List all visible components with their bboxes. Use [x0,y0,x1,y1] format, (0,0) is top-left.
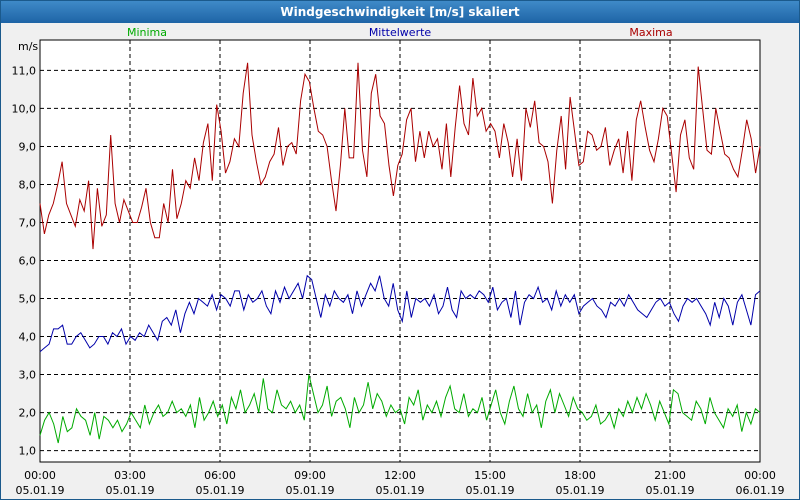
series-line-mittelwerte [39,274,761,353]
legend-maxima: Maxima [629,26,672,39]
x-tick-date: 05.01.19 [646,484,695,497]
y-axis: 1,0 2,0 3,0 4,0 5,0 6,0 7,0 8,0 9,0 10,0 11,0 [12,64,37,457]
y-tick-label: 6,0 [19,255,37,268]
x-tick-time: 00:00 [744,469,776,482]
x-tick-date: 05.01.19 [196,484,245,497]
y-tick-label: 10,0 [12,102,37,115]
legend-mittelwerte: Mittelwerte [369,26,432,39]
x-tick-time: 15:00 [474,469,506,482]
y-tick-label: 2,0 [19,407,37,420]
y-tick-label: 5,0 [19,293,37,306]
x-tick-time: 12:00 [384,469,416,482]
y-tick-label: 4,0 [19,331,37,344]
x-tick-date: 06.01.19 [736,484,785,497]
x-tick-time: 00:00 [24,469,56,482]
x-tick-date: 05.01.19 [376,484,425,497]
y-axis-unit: m/s [18,40,38,53]
x-tick-date: 05.01.19 [16,484,65,497]
y-tick-label: 9,0 [19,140,37,153]
series-line-minima [39,374,761,444]
y-tick-label: 7,0 [19,216,37,229]
y-tick-label: 3,0 [19,369,37,382]
x-tick-date: 05.01.19 [286,484,335,497]
x-tick-time: 21:00 [654,469,686,482]
x-tick-time: 06:00 [204,469,236,482]
x-tick-time: 18:00 [564,469,596,482]
series-lines [39,62,761,444]
window-title: Windgeschwindigkeit [m/s] skaliert [1,1,799,23]
y-tick-label: 8,0 [19,178,37,191]
x-tick-time: 03:00 [114,469,146,482]
x-tick-date: 05.01.19 [556,484,605,497]
x-tick-time: 09:00 [294,469,326,482]
y-tick-label: 11,0 [12,64,37,77]
y-tick-label: 1,0 [19,445,37,458]
x-tick-date: 05.01.19 [466,484,515,497]
x-axis: 00:00 05.01.19 03:00 05.01.19 06:00 05.01.19 0… [16,469,785,497]
x-tick-date: 05.01.19 [106,484,155,497]
legend-minima: Minima [127,26,167,39]
grid [40,40,760,462]
series-line-maxima [39,62,761,250]
